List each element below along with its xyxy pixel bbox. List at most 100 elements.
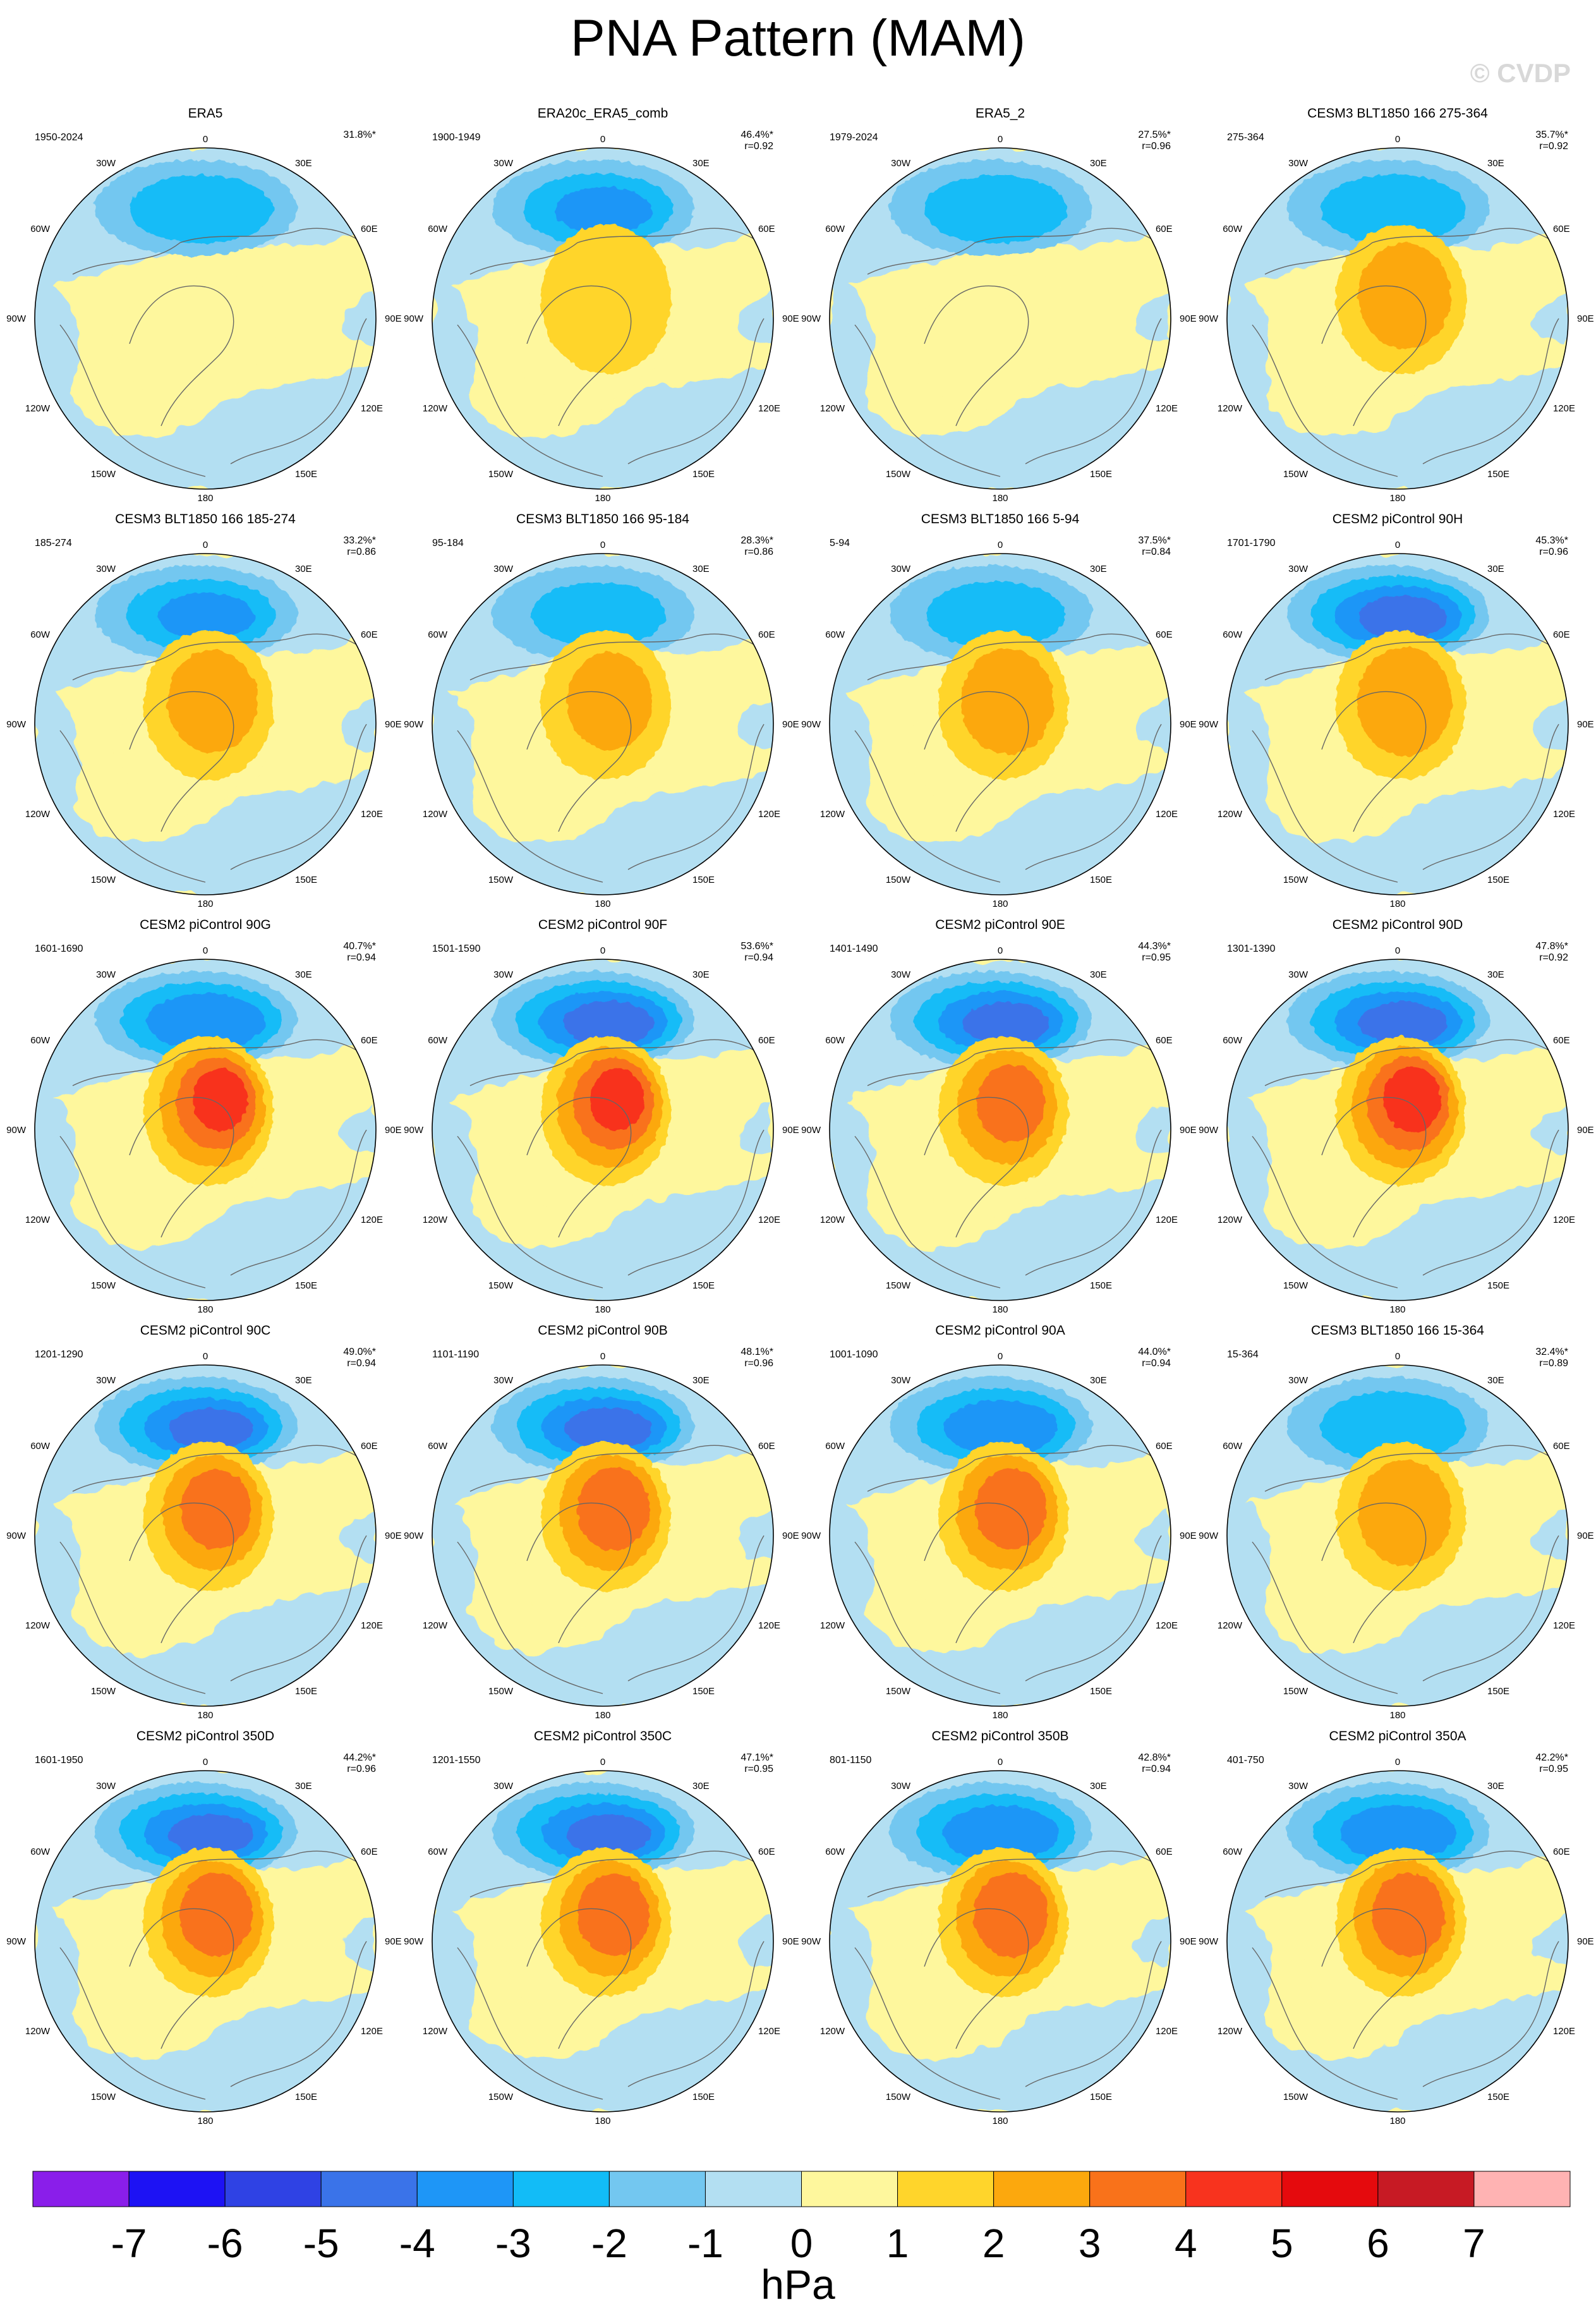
colorbar-tick-label: 1 <box>886 2221 909 2266</box>
longitude-label: 150E <box>1487 875 1509 885</box>
positive-anomaly-contour <box>1357 647 1453 756</box>
longitude-label: 180 <box>595 1710 610 1721</box>
coastlines <box>457 1850 768 2100</box>
negative-anomaly-contour <box>943 1400 1058 1455</box>
longitude-label: 60W <box>1223 1035 1243 1046</box>
longitude-label: 180 <box>197 1304 213 1315</box>
longitude-label: 0 <box>203 540 208 550</box>
panel-correlation: r=0.92 <box>1539 952 1568 963</box>
longitude-label: 120W <box>423 403 448 414</box>
negative-region-east <box>737 1105 773 1155</box>
longitude-label: 30W <box>493 1375 514 1386</box>
coastlines <box>59 227 370 477</box>
map-panel: CESM2 piControl 350C 1201-1550 47.1%*r=0.9… <box>404 1729 799 2126</box>
negative-region-east <box>1532 293 1568 344</box>
coastlines <box>854 1850 1165 2100</box>
negative-region-east <box>340 1916 376 1967</box>
coastlines <box>457 1039 768 1288</box>
longitude-label: 60W <box>825 1846 845 1857</box>
longitude-label: 30E <box>1090 564 1107 574</box>
longitude-label: 60E <box>1156 1846 1173 1857</box>
map-panel: CESM2 piControl 90G 1601-1690 40.7%*r=0.94… <box>6 918 402 1315</box>
longitude-label: 180 <box>595 493 610 504</box>
map-field <box>1227 959 1568 1301</box>
longitude-label: 180 <box>1389 1304 1405 1315</box>
panel-variance-pct: 49.0%* <box>343 1347 376 1357</box>
panel-years: 1301-1390 <box>1227 943 1276 954</box>
longitude-label: 0 <box>1395 1757 1400 1767</box>
negative-region-east <box>1135 1105 1171 1155</box>
positive-anomaly-contour <box>960 648 1054 755</box>
longitude-label: 60E <box>1553 1035 1570 1046</box>
longitude-label: 90E <box>1577 313 1594 324</box>
panel-title: CESM2 piControl 90C <box>140 1323 271 1338</box>
colorbar-tick-label: -7 <box>111 2221 147 2266</box>
longitude-label: 0 <box>998 945 1003 956</box>
negative-region-south <box>1227 686 1568 895</box>
longitude-label: 30W <box>493 1781 514 1792</box>
longitude-label: 60W <box>30 1035 51 1046</box>
longitude-label: 150W <box>91 1280 116 1291</box>
negative-region-east <box>340 1105 376 1155</box>
longitude-label: 150E <box>692 2092 715 2102</box>
panel-years: 801-1150 <box>830 1755 872 1766</box>
longitude-label: 30W <box>493 969 514 980</box>
longitude-label: 30W <box>96 1781 116 1792</box>
negative-anomaly-contour <box>147 993 265 1050</box>
longitude-label: 90E <box>782 719 799 730</box>
positive-anomaly-contour <box>1358 1460 1451 1566</box>
longitude-label: 150W <box>886 875 911 885</box>
colorbar-box <box>801 2171 898 2207</box>
negative-anomaly-contour <box>566 1814 651 1855</box>
panel-variance-pct: 35.7%* <box>1535 130 1568 140</box>
panel-variance-pct: 28.3%* <box>741 535 773 546</box>
map-field <box>830 554 1171 895</box>
longitude-label: 120W <box>423 809 448 820</box>
panel-title: CESM2 piControl 90D <box>1333 918 1463 932</box>
negative-anomaly-contour <box>129 174 273 244</box>
longitude-label: 150W <box>1283 1280 1309 1291</box>
longitude-label: 90E <box>385 1936 402 1947</box>
map-panel: CESM2 piControl 90H 1701-1790 45.3%*r=0.96… <box>1199 512 1594 909</box>
panel-years: 185-274 <box>35 538 72 549</box>
longitude-label: 150W <box>886 2092 911 2102</box>
map-field <box>1227 148 1568 489</box>
negative-anomaly-contour <box>1321 174 1466 244</box>
map-boundary <box>34 147 377 490</box>
longitude-label: 180 <box>595 899 610 909</box>
longitude-label: 120E <box>361 1215 383 1225</box>
longitude-label: 0 <box>203 134 208 145</box>
longitude-label: 90W <box>1199 1936 1219 1947</box>
longitude-label: 120W <box>820 1620 845 1631</box>
longitude-label: 60E <box>1553 1846 1570 1857</box>
longitude-label: 30E <box>1487 1375 1504 1386</box>
panel-title: CESM2 piControl 90E <box>935 918 1065 932</box>
longitude-label: 180 <box>992 1304 1008 1315</box>
colorbar-units: hPa <box>761 2261 835 2304</box>
longitude-label: 60W <box>428 1846 448 1857</box>
panel-years: 1101-1190 <box>432 1349 479 1360</box>
longitude-label: 120E <box>361 809 383 820</box>
map-panel: CESM2 piControl 90A 1001-1090 44.0%*r=0.94… <box>801 1323 1197 1721</box>
longitude-label: 90E <box>1577 1531 1594 1541</box>
panel-variance-pct: 44.0%* <box>1138 1347 1171 1357</box>
figure-title: PNA Pattern (MAM) <box>571 9 1025 67</box>
colorbar-tick-label: 7 <box>1463 2221 1485 2266</box>
longitude-label: 120E <box>1553 1215 1575 1225</box>
longitude-label: 60E <box>361 1846 378 1857</box>
map-field <box>830 959 1171 1301</box>
positive-anomaly-contour <box>1383 1067 1441 1132</box>
negative-anomaly-contour <box>924 174 1068 244</box>
negative-region-south <box>830 1092 1171 1301</box>
panel-variance-pct: 42.2%* <box>1535 1752 1568 1763</box>
longitude-label: 60W <box>1223 629 1243 640</box>
longitude-label: 120E <box>1156 809 1178 820</box>
longitude-label: 180 <box>1389 899 1405 909</box>
panel-correlation: r=0.86 <box>744 547 773 557</box>
negative-anomaly-contour <box>555 186 652 234</box>
longitude-label: 0 <box>600 945 605 956</box>
colorbar-tick-label: -3 <box>495 2221 531 2266</box>
longitude-label: 150E <box>692 1686 715 1697</box>
longitude-label: 0 <box>600 540 605 550</box>
longitude-label: 120E <box>758 403 780 414</box>
